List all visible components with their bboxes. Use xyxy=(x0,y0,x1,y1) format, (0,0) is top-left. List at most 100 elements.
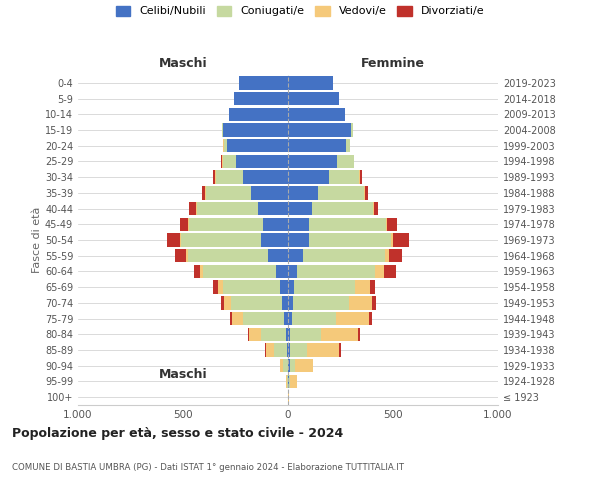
Bar xyxy=(365,186,368,200)
Bar xyxy=(288,390,289,404)
Bar xyxy=(287,344,288,356)
Bar xyxy=(222,124,223,136)
Bar xyxy=(383,264,396,278)
Bar xyxy=(266,344,274,356)
Bar xyxy=(369,312,372,325)
Bar xyxy=(214,170,215,184)
Bar xyxy=(355,280,370,294)
Bar xyxy=(223,139,224,152)
Bar xyxy=(288,312,292,325)
Bar xyxy=(288,280,295,294)
Bar xyxy=(295,280,355,294)
Bar xyxy=(393,234,409,246)
Bar xyxy=(288,249,303,262)
Bar xyxy=(288,359,290,372)
Bar xyxy=(265,344,266,356)
Bar xyxy=(243,170,288,184)
Bar xyxy=(293,296,349,310)
Text: COMUNE DI BASTIA UMBRA (PG) - Dati ISTAT 1° gennaio 2024 - Elaborazione TUTTITAL: COMUNE DI BASTIA UMBRA (PG) - Dati ISTAT… xyxy=(12,462,404,471)
Bar xyxy=(175,249,186,262)
Text: Popolazione per età, sesso e stato civile - 2024: Popolazione per età, sesso e stato civil… xyxy=(12,428,343,440)
Bar xyxy=(200,264,203,278)
Bar xyxy=(372,296,376,310)
Bar xyxy=(289,375,290,388)
Bar xyxy=(370,280,375,294)
Bar xyxy=(374,202,379,215)
Bar xyxy=(373,202,374,215)
Bar xyxy=(288,108,344,121)
Y-axis label: Fasce di età: Fasce di età xyxy=(32,207,42,273)
Bar xyxy=(186,249,188,262)
Bar xyxy=(260,234,288,246)
Bar xyxy=(290,375,298,388)
Bar xyxy=(307,344,340,356)
Bar xyxy=(190,218,263,231)
Bar xyxy=(389,249,403,262)
Bar xyxy=(251,186,288,200)
Bar xyxy=(358,328,361,341)
Bar xyxy=(290,328,320,341)
Bar xyxy=(288,76,333,90)
Bar xyxy=(227,139,288,152)
Bar xyxy=(288,139,346,152)
Bar xyxy=(257,202,288,215)
Text: Femmine: Femmine xyxy=(361,57,425,70)
Bar xyxy=(223,280,280,294)
Bar xyxy=(263,218,288,231)
Bar xyxy=(280,280,288,294)
Bar xyxy=(221,155,222,168)
Bar xyxy=(288,155,337,168)
Bar xyxy=(283,359,287,372)
Bar xyxy=(288,170,329,184)
Bar xyxy=(309,234,391,246)
Bar xyxy=(375,264,383,278)
Bar xyxy=(181,234,260,246)
Bar xyxy=(385,249,389,262)
Bar xyxy=(288,124,351,136)
Bar xyxy=(188,249,268,262)
Bar xyxy=(295,359,313,372)
Text: Maschi: Maschi xyxy=(158,368,208,382)
Bar xyxy=(280,359,283,372)
Bar xyxy=(229,108,288,121)
Bar xyxy=(196,202,197,215)
Bar xyxy=(224,139,227,152)
Bar xyxy=(288,328,290,341)
Bar xyxy=(337,312,369,325)
Bar xyxy=(203,264,277,278)
Bar xyxy=(288,296,293,310)
Bar xyxy=(288,202,312,215)
Bar xyxy=(387,218,397,231)
Bar xyxy=(222,155,223,168)
Bar xyxy=(221,296,224,310)
Bar xyxy=(232,312,243,325)
Bar xyxy=(340,344,341,356)
Bar xyxy=(288,264,298,278)
Bar xyxy=(319,186,364,200)
Bar xyxy=(288,234,309,246)
Bar xyxy=(235,155,288,168)
Bar xyxy=(260,328,286,341)
Bar xyxy=(391,234,393,246)
Bar xyxy=(223,124,288,136)
Bar xyxy=(202,186,205,200)
Bar xyxy=(249,328,260,341)
Bar xyxy=(206,186,251,200)
Bar xyxy=(292,312,337,325)
Bar xyxy=(290,359,295,372)
Bar xyxy=(309,218,386,231)
Bar xyxy=(359,170,361,184)
Bar xyxy=(218,280,223,294)
Bar xyxy=(205,186,206,200)
Bar xyxy=(230,312,232,325)
Bar xyxy=(320,328,358,341)
Bar xyxy=(287,375,288,388)
Bar xyxy=(290,344,307,356)
Bar xyxy=(188,218,190,231)
Text: Maschi: Maschi xyxy=(158,57,208,70)
Bar xyxy=(239,76,288,90)
Bar xyxy=(312,202,373,215)
Bar xyxy=(364,186,365,200)
Bar xyxy=(248,328,249,341)
Bar xyxy=(193,264,200,278)
